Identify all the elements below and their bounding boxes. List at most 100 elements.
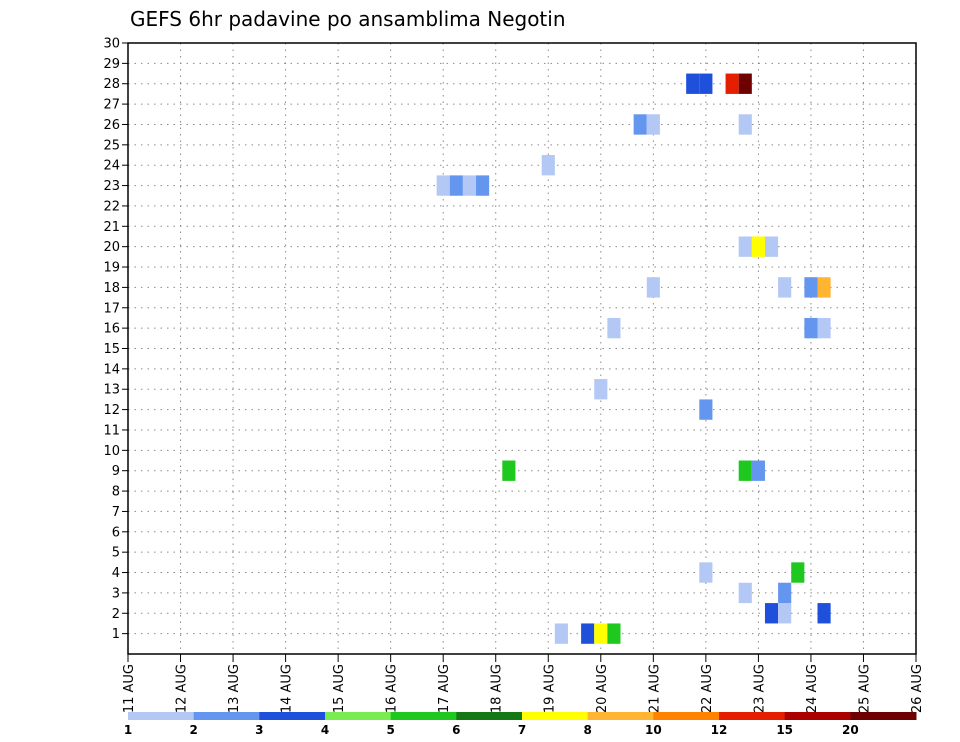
colorbar-swatch: [390, 712, 457, 720]
heatmap-cell: [436, 175, 450, 196]
colorbar-label: 2: [189, 723, 197, 737]
y-tick-label: 25: [103, 138, 120, 153]
y-tick-label: 23: [103, 179, 120, 194]
colorbar-swatch: [653, 712, 720, 720]
y-tick-label: 14: [103, 362, 120, 377]
colorbar-swatch: [784, 712, 851, 720]
y-tick-label: 16: [103, 322, 120, 337]
colorbar-label: 5: [386, 723, 394, 737]
colorbar-swatch: [719, 712, 786, 720]
heatmap-cell: [633, 114, 647, 135]
y-tick-label: 3: [112, 586, 120, 601]
y-tick-label: 10: [103, 444, 120, 459]
heatmap-cell: [699, 562, 713, 583]
colorbar-label: 6: [452, 723, 460, 737]
y-tick-label: 2: [112, 607, 120, 622]
heatmap-cell: [738, 73, 752, 94]
chart-title: GEFS 6hr padavine po ansamblima Negotin: [130, 7, 566, 31]
colorbar-label: 4: [321, 723, 329, 737]
heatmap-cell: [594, 623, 608, 644]
y-tick-label: 28: [103, 77, 120, 92]
colorbar-swatch: [587, 712, 654, 720]
heatmap-cell: [751, 236, 765, 257]
heatmap-cell: [804, 317, 818, 339]
y-tick-label: 30: [103, 37, 120, 52]
x-tick-label: 25 AUG: [857, 664, 872, 713]
x-tick-label: 14 AUG: [280, 664, 295, 713]
y-tick-label: 11: [103, 423, 120, 438]
heatmap-cell: [817, 603, 831, 624]
y-tick-label: 13: [103, 383, 120, 398]
heatmap-cell: [778, 582, 792, 604]
colorbar-swatch: [522, 712, 589, 720]
heatmap-cell: [778, 277, 792, 298]
x-axis: 11 AUG 12 AUG 13 AUG 14 AUG 15 AUG 16 AUG 17 A…: [122, 654, 925, 713]
y-tick-label: 4: [112, 566, 120, 581]
heatmap-cell: [554, 623, 568, 644]
heatmap-cell: [699, 73, 713, 94]
heatmap-cell: [476, 175, 490, 196]
heatmap-cells: [436, 73, 831, 644]
y-tick-label: 24: [103, 159, 120, 174]
y-tick-label: 18: [103, 281, 120, 296]
heatmap-cell: [817, 277, 831, 298]
y-tick-label: 1: [112, 627, 120, 642]
heatmap-cell: [817, 317, 831, 339]
heatmap-cell: [581, 623, 595, 644]
y-tick-label: 29: [103, 57, 120, 72]
x-tick-label: 19 AUG: [542, 664, 557, 713]
y-tick-label: 21: [103, 220, 120, 235]
colorbar-swatch: [456, 712, 523, 720]
heatmap-cell: [764, 603, 779, 624]
heatmap-cell: [462, 175, 477, 196]
colorbar-swatch: [193, 712, 260, 720]
y-tick-label: 22: [103, 199, 120, 214]
y-tick-label: 6: [112, 525, 120, 540]
heatmap-cell: [502, 460, 516, 481]
heatmap-cell: [594, 379, 608, 400]
x-tick-label: 17 AUG: [437, 664, 452, 713]
x-tick-label: 21 AUG: [647, 664, 662, 713]
colorbar-swatch: [325, 712, 392, 720]
x-tick-label: 20 AUG: [595, 664, 610, 713]
heatmap-cell: [607, 317, 621, 339]
heatmap-cell: [686, 73, 700, 94]
colorbar-label: 7: [518, 723, 526, 737]
y-tick-label: 7: [112, 505, 120, 520]
y-tick-label: 26: [103, 118, 120, 133]
heatmap-cell: [738, 236, 752, 257]
colorbar-label: 15: [776, 723, 793, 737]
heatmap-cell: [778, 603, 792, 624]
heatmap-cell: [791, 562, 805, 583]
y-tick-label: 15: [103, 342, 120, 357]
x-tick-label: 13 AUG: [227, 664, 242, 713]
heatmap-cell: [738, 460, 752, 481]
colorbar: 1 2 3 4 5 6 7 8 10 12 15 20: [124, 712, 917, 737]
heatmap-cell: [725, 73, 739, 94]
colorbar-label: 10: [645, 723, 662, 737]
colorbar-label: 12: [711, 723, 728, 737]
heatmap-cell: [751, 460, 765, 481]
heatmap-cell: [607, 623, 621, 644]
y-tick-label: 9: [112, 464, 120, 479]
heatmap-cell: [646, 277, 660, 298]
heatmap-cell: [541, 155, 555, 176]
x-tick-label: 26 AUG: [910, 664, 925, 713]
colorbar-swatch: [850, 712, 917, 720]
y-axis: 1234567891011121314151617181920212223242…: [103, 37, 128, 642]
heatmap-cell: [738, 582, 752, 604]
y-tick-label: 20: [103, 240, 120, 255]
x-tick-label: 18 AUG: [490, 664, 505, 713]
x-tick-label: 12 AUG: [175, 664, 190, 713]
colorbar-label: 20: [842, 723, 859, 737]
y-tick-label: 5: [112, 546, 120, 561]
x-tick-label: 16 AUG: [385, 664, 400, 713]
x-tick-label: 22 AUG: [700, 664, 715, 713]
chart-grid: [127, 42, 917, 654]
colorbar-label: 8: [583, 723, 591, 737]
y-tick-label: 27: [103, 98, 120, 113]
heatmap-cell: [699, 399, 713, 420]
y-tick-label: 8: [112, 485, 120, 500]
colorbar-label: 3: [255, 723, 263, 737]
